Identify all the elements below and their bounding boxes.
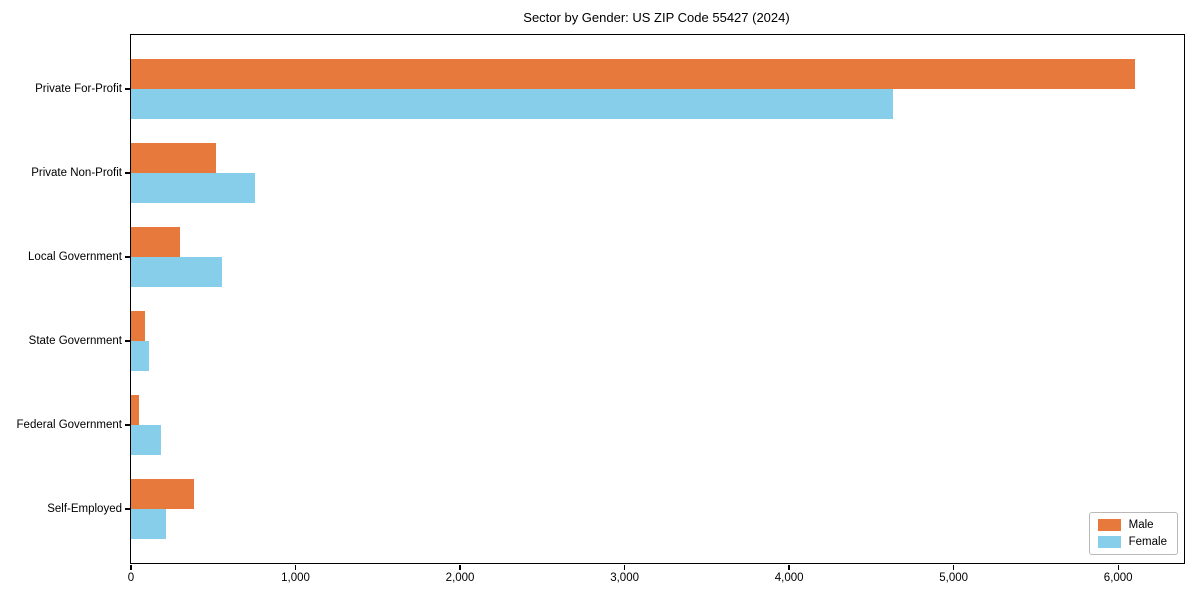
x-tick-mark (130, 565, 132, 570)
y-tick-label-self-employed: Self-Employed (47, 503, 122, 515)
y-tick-label-private-for-profit: Private For-Profit (35, 83, 122, 95)
y-tick-mark (125, 256, 130, 258)
y-tick-mark (125, 88, 130, 90)
bar-female-federal-government (131, 425, 161, 455)
x-tick-mark (1117, 565, 1119, 570)
plot-area: Private For-Profit Private Non-Profit Loca… (17, 34, 1185, 584)
y-tick-mark (125, 172, 130, 174)
x-tick-label-2-000: 2,000 (445, 572, 475, 584)
bar-male-federal-government (131, 395, 140, 425)
bar-female-state-government (131, 341, 150, 371)
bar-male-private-for-profit (131, 59, 1135, 89)
legend-label-male: Male (1128, 519, 1154, 531)
x-tick-mark (788, 565, 790, 570)
x-tick-mark (459, 565, 461, 570)
bar-female-local-government (131, 257, 222, 287)
y-tick-mark (125, 340, 130, 342)
y-tick-label-state-government: State Government (28, 335, 122, 347)
legend-entry-male: Male (1097, 519, 1167, 531)
x-tick-label-3-000: 3,000 (610, 572, 639, 584)
y-tick-label-private-non-profit: Private Non-Profit (31, 167, 122, 179)
y-tick-mark (125, 424, 130, 426)
x-tick-label-4-000: 4,000 (774, 572, 804, 584)
x-tick-label-1-000: 1,000 (281, 572, 310, 584)
bar-male-self-employed (131, 479, 194, 509)
legend: Male Female (1088, 512, 1178, 555)
bar-female-private-for-profit (131, 89, 893, 119)
y-tick-label-local-government: Local Government (28, 251, 122, 263)
bar-female-self-employed (131, 509, 166, 539)
y-tick-label-federal-government: Federal Government (16, 419, 122, 431)
legend-swatch-female (1097, 536, 1121, 548)
chart-title: Sector by Gender: US ZIP Code 55427 (202… (523, 10, 790, 25)
legend-swatch-male (1097, 519, 1121, 531)
x-tick-mark (623, 565, 626, 570)
x-tick-mark (953, 565, 955, 570)
legend-entry-female: Female (1097, 536, 1167, 548)
x-tick-label-6-000: 6,000 (1103, 572, 1133, 584)
x-tick-mark (294, 565, 297, 570)
bar-male-private-non-profit (131, 143, 216, 173)
legend-label-female: Female (1128, 536, 1167, 548)
bar-male-local-government (131, 227, 180, 257)
x-tick-label-0: 0 (127, 572, 135, 584)
y-tick-mark (125, 508, 130, 510)
bar-female-private-non-profit (131, 173, 256, 203)
x-tick-label-5-000: 5,000 (939, 572, 969, 584)
bar-male-state-government (131, 311, 145, 341)
